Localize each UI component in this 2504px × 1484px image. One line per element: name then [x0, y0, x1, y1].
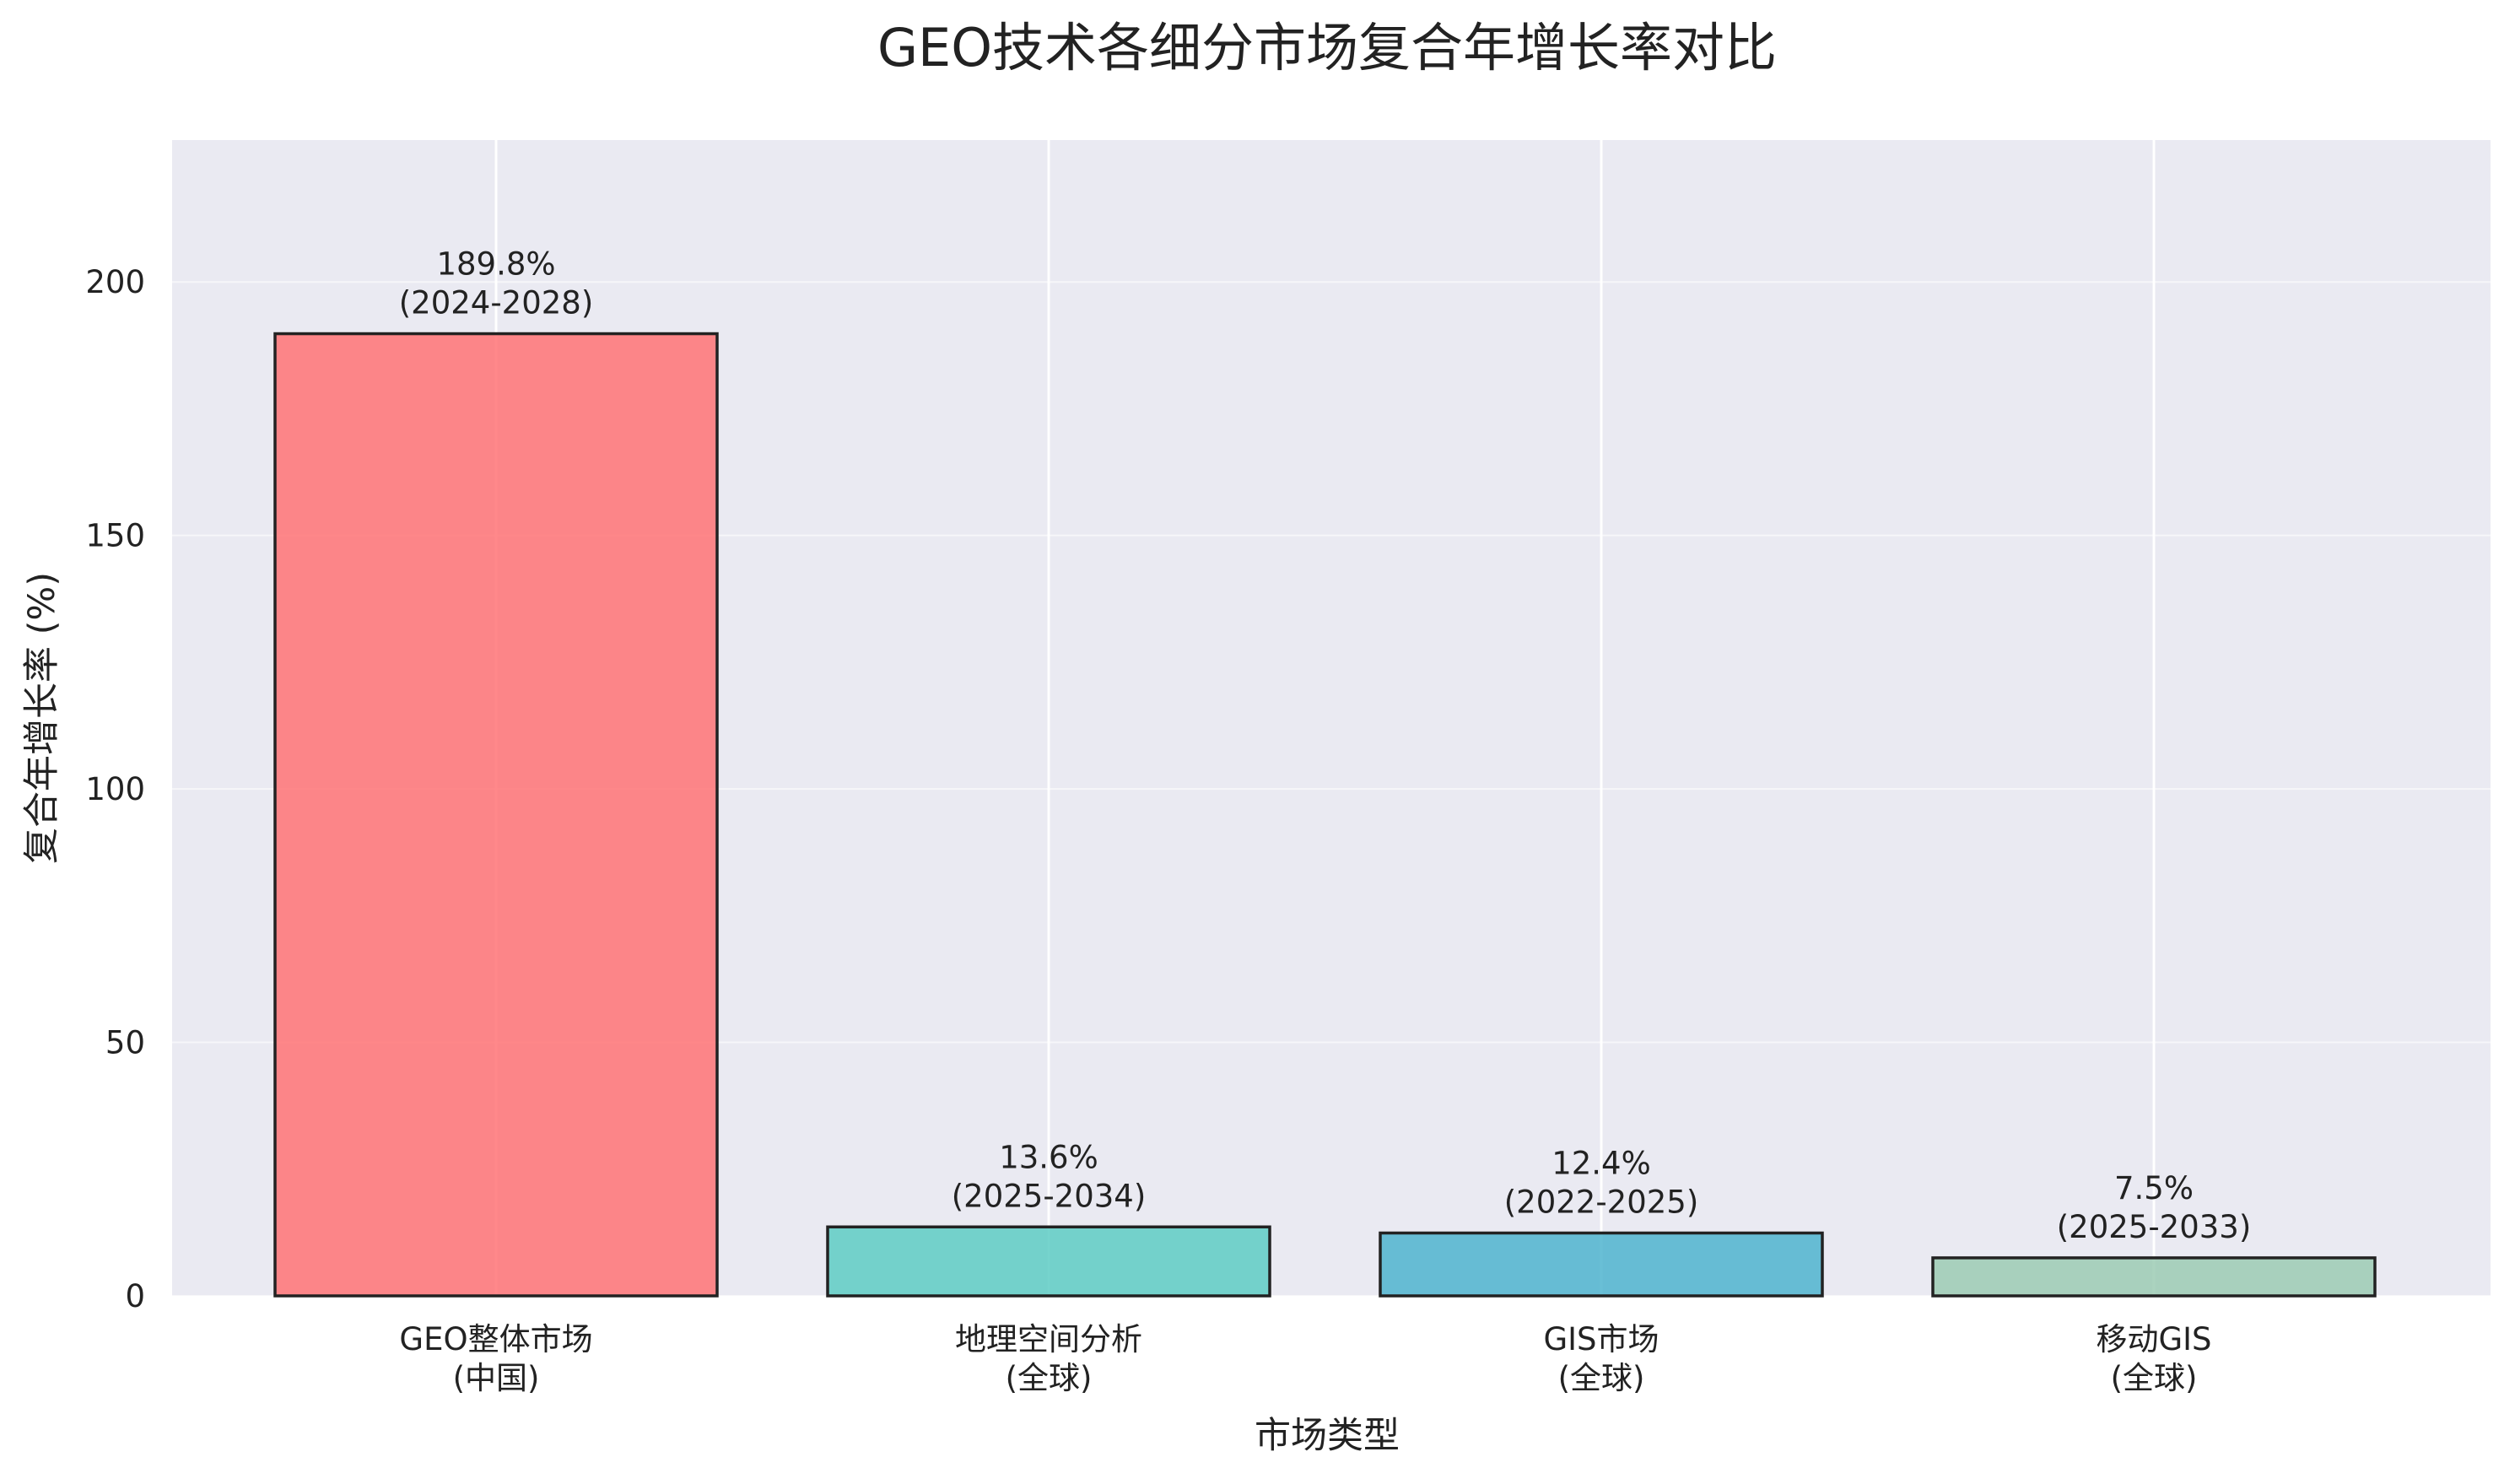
x-tick-label: GIS市场: [1543, 1321, 1659, 1357]
bar: [273, 332, 719, 1298]
y-tick-label: 0: [125, 1278, 145, 1314]
bar: [1379, 1231, 1824, 1298]
x-tick-label: 地理空间分析: [955, 1321, 1142, 1357]
data-label-value: 12.4%: [1552, 1145, 1651, 1181]
bar: [1931, 1256, 2377, 1298]
y-tick-label: 200: [85, 264, 145, 300]
x-tick-label-sub: (中国): [453, 1360, 540, 1396]
x-tick-label-sub: (全球): [1558, 1360, 1645, 1396]
x-axis-categories: GEO整体市场(中国)地理空间分析(全球)GIS市场(全球)移动GIS(全球): [399, 1321, 2211, 1396]
y-axis-ticks: 0 50 100 150 200: [85, 264, 145, 1314]
chart-title: GEO技术各细分市场复合年增长率对比: [877, 17, 1777, 78]
data-label-value: 13.6%: [999, 1139, 1098, 1175]
bar: [826, 1225, 1271, 1298]
data-label-value: 7.5%: [2114, 1170, 2194, 1206]
x-tick-label: GEO整体市场: [399, 1321, 592, 1357]
y-tick-label: 150: [85, 518, 145, 554]
data-label-period: (2024-2028): [399, 285, 594, 321]
data-labels: 189.8%(2024-2028)13.6%(2025-2034)12.4%(2…: [399, 246, 2252, 1245]
x-axis-label: 市场类型: [1255, 1415, 1400, 1457]
data-label-period: (2025-2034): [952, 1178, 1147, 1214]
data-label-period: (2025-2033): [2057, 1209, 2252, 1245]
x-tick-label-sub: (全球): [1006, 1360, 1093, 1396]
y-axis-label: 复合年增长率 (%): [21, 572, 63, 864]
data-label-period: (2022-2025): [1504, 1184, 1699, 1220]
data-label-value: 189.8%: [436, 246, 555, 283]
bars: [273, 332, 2377, 1298]
x-tick-label-sub: (全球): [2111, 1360, 2198, 1396]
x-tick-label: 移动GIS: [2096, 1321, 2211, 1357]
y-tick-label: 100: [85, 771, 145, 807]
y-tick-label: 50: [105, 1025, 145, 1061]
